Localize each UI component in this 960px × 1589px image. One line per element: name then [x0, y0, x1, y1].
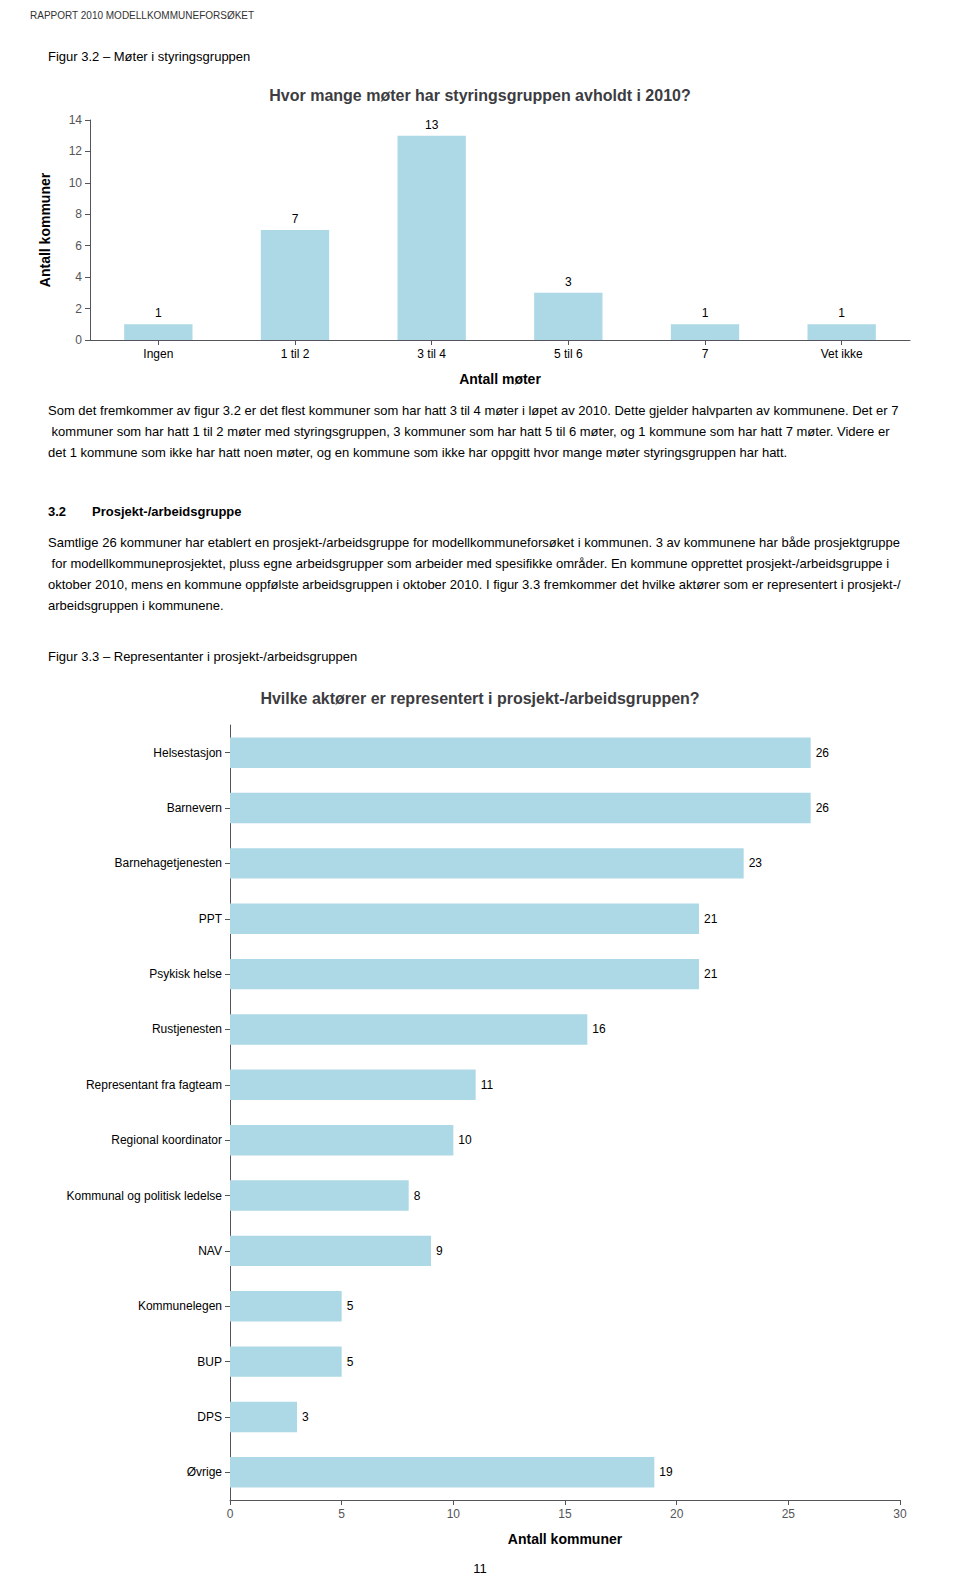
svg-text:Helsestasjon: Helsestasjon [153, 746, 222, 760]
svg-text:0: 0 [75, 333, 82, 347]
svg-text:arbeidsgruppen i kommunene.: arbeidsgruppen i kommunene. [48, 598, 224, 613]
svg-text:Ingen: Ingen [143, 347, 173, 361]
svg-text:kommuner som har hatt 1 til 2: kommuner som har hatt 1 til 2 møter med … [48, 424, 893, 439]
svg-text:Antall møter: Antall møter [459, 371, 541, 387]
svg-text:5: 5 [347, 1299, 354, 1313]
svg-text:Representant fra fagteam: Representant fra fagteam [86, 1078, 222, 1092]
svg-text:det 1 kommune som ikke har hat: det 1 kommune som ikke har hatt noen møt… [48, 445, 787, 460]
svg-text:Figur 3.2 – Møter i styringsgr: Figur 3.2 – Møter i styringsgruppen [48, 49, 250, 64]
svg-text:30: 30 [893, 1507, 907, 1521]
svg-text:NAV: NAV [198, 1244, 222, 1258]
svg-text:for modellkommuneprosjektet, p: for modellkommuneprosjektet, pluss egne … [48, 556, 893, 571]
svg-text:21: 21 [704, 912, 718, 926]
svg-text:Prosjekt-/arbeidsgruppe: Prosjekt-/arbeidsgruppe [92, 504, 242, 519]
svg-text:25: 25 [782, 1507, 796, 1521]
svg-text:8: 8 [414, 1189, 421, 1203]
svg-text:Antall kommuner: Antall kommuner [508, 1531, 623, 1547]
svg-text:Regional koordinator: Regional koordinator [111, 1133, 222, 1147]
svg-text:Psykisk helse: Psykisk helse [149, 967, 222, 981]
svg-text:19: 19 [659, 1465, 673, 1479]
svg-text:7: 7 [292, 212, 299, 226]
svg-text:BUP: BUP [197, 1355, 222, 1369]
svg-text:PPT: PPT [199, 912, 223, 926]
svg-text:26: 26 [816, 746, 830, 760]
svg-text:Kommunelegen: Kommunelegen [138, 1299, 222, 1313]
svg-text:Vet ikke: Vet ikke [821, 347, 863, 361]
svg-text:5 til 6: 5 til 6 [554, 347, 583, 361]
svg-text:2: 2 [75, 302, 82, 316]
svg-text:oktober 2010, mens en kommune: oktober 2010, mens en kommune oppfølste … [48, 577, 901, 592]
svg-text:13: 13 [425, 118, 439, 132]
svg-text:Øvrige: Øvrige [187, 1465, 223, 1479]
svg-text:3 til 4: 3 til 4 [417, 347, 446, 361]
svg-text:Hvor mange møter har styringsg: Hvor mange møter har styringsgruppen avh… [269, 87, 690, 104]
svg-text:3: 3 [302, 1410, 309, 1424]
svg-text:Barnevern: Barnevern [167, 801, 222, 815]
svg-text:26: 26 [816, 801, 830, 815]
svg-text:Samtlige 26 kommuner har etabl: Samtlige 26 kommuner har etablert en pro… [48, 535, 900, 550]
svg-text:Antall kommuner: Antall kommuner [37, 172, 53, 287]
svg-text:Hvilke aktører er representert: Hvilke aktører er representert i prosjek… [260, 690, 699, 707]
svg-text:21: 21 [704, 967, 718, 981]
svg-text:15: 15 [558, 1507, 572, 1521]
svg-text:16: 16 [592, 1022, 606, 1036]
svg-text:Kommunal og politisk ledelse: Kommunal og politisk ledelse [67, 1189, 223, 1203]
svg-text:11: 11 [473, 1561, 487, 1576]
svg-text:RAPPORT 2010 MODELLKOMMUNEFORS: RAPPORT 2010 MODELLKOMMUNEFORSØKET [30, 10, 254, 21]
svg-text:Figur 3.3 – Representanter i p: Figur 3.3 – Representanter i prosjekt-/a… [48, 649, 357, 664]
svg-text:1: 1 [702, 306, 709, 320]
svg-text:6: 6 [75, 239, 82, 253]
svg-text:5: 5 [347, 1355, 354, 1369]
svg-text:7: 7 [702, 347, 709, 361]
svg-text:9: 9 [436, 1244, 443, 1258]
svg-text:10: 10 [69, 176, 83, 190]
svg-text:4: 4 [75, 270, 82, 284]
svg-text:1: 1 [155, 306, 162, 320]
svg-text:5: 5 [338, 1507, 345, 1521]
svg-text:Barnehagetjenesten: Barnehagetjenesten [115, 856, 222, 870]
svg-text:12: 12 [69, 144, 83, 158]
svg-text:3.2: 3.2 [48, 504, 66, 519]
svg-text:11: 11 [481, 1078, 494, 1092]
svg-text:23: 23 [749, 856, 763, 870]
svg-text:1: 1 [838, 306, 845, 320]
svg-text:1 til 2: 1 til 2 [281, 347, 310, 361]
svg-text:Som det fremkommer av figur 3.: Som det fremkommer av figur 3.2 er det f… [48, 403, 898, 418]
svg-text:14: 14 [69, 113, 83, 127]
svg-text:0: 0 [227, 1507, 234, 1521]
svg-text:10: 10 [458, 1133, 472, 1147]
svg-text:20: 20 [670, 1507, 684, 1521]
svg-text:8: 8 [75, 207, 82, 221]
svg-text:10: 10 [447, 1507, 461, 1521]
svg-text:DPS: DPS [197, 1410, 222, 1424]
svg-text:Rustjenesten: Rustjenesten [152, 1022, 222, 1036]
svg-text:3: 3 [565, 275, 572, 289]
